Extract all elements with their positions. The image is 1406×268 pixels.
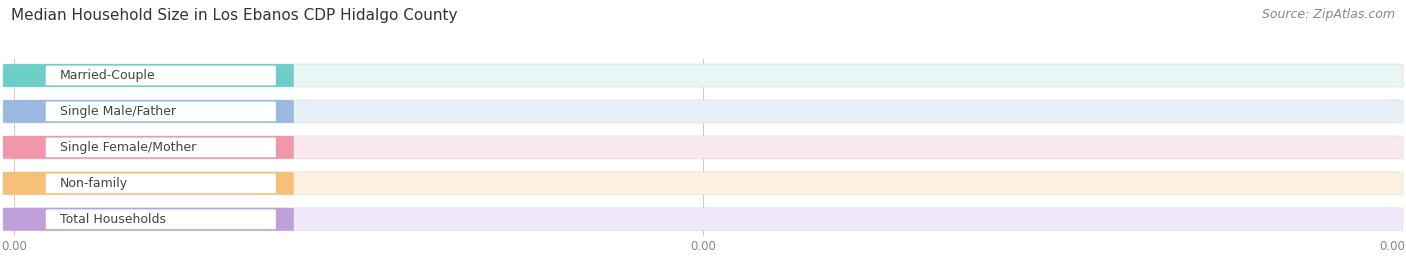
Text: Married-Couple: Married-Couple: [59, 69, 155, 82]
Text: Source: ZipAtlas.com: Source: ZipAtlas.com: [1261, 8, 1395, 21]
FancyBboxPatch shape: [46, 137, 276, 157]
FancyBboxPatch shape: [3, 136, 294, 159]
FancyBboxPatch shape: [46, 209, 276, 229]
FancyBboxPatch shape: [3, 64, 294, 87]
FancyBboxPatch shape: [3, 100, 1403, 123]
Text: 0.00: 0.00: [245, 69, 276, 82]
FancyBboxPatch shape: [46, 173, 276, 193]
Text: 0.00: 0.00: [245, 177, 276, 190]
Text: 0.00: 0.00: [245, 141, 276, 154]
Text: Total Households: Total Households: [59, 213, 166, 226]
FancyBboxPatch shape: [3, 172, 294, 195]
FancyBboxPatch shape: [46, 66, 276, 85]
FancyBboxPatch shape: [3, 208, 294, 231]
Text: Non-family: Non-family: [59, 177, 128, 190]
FancyBboxPatch shape: [3, 208, 1403, 231]
FancyBboxPatch shape: [46, 102, 276, 121]
FancyBboxPatch shape: [3, 136, 1403, 159]
FancyBboxPatch shape: [3, 172, 1403, 195]
Text: Single Male/Father: Single Male/Father: [59, 105, 176, 118]
Text: 0.00: 0.00: [245, 105, 276, 118]
FancyBboxPatch shape: [3, 64, 1403, 87]
Text: Median Household Size in Los Ebanos CDP Hidalgo County: Median Household Size in Los Ebanos CDP …: [11, 8, 458, 23]
Text: Single Female/Mother: Single Female/Mother: [59, 141, 195, 154]
Text: 0.00: 0.00: [245, 213, 276, 226]
FancyBboxPatch shape: [3, 100, 294, 123]
